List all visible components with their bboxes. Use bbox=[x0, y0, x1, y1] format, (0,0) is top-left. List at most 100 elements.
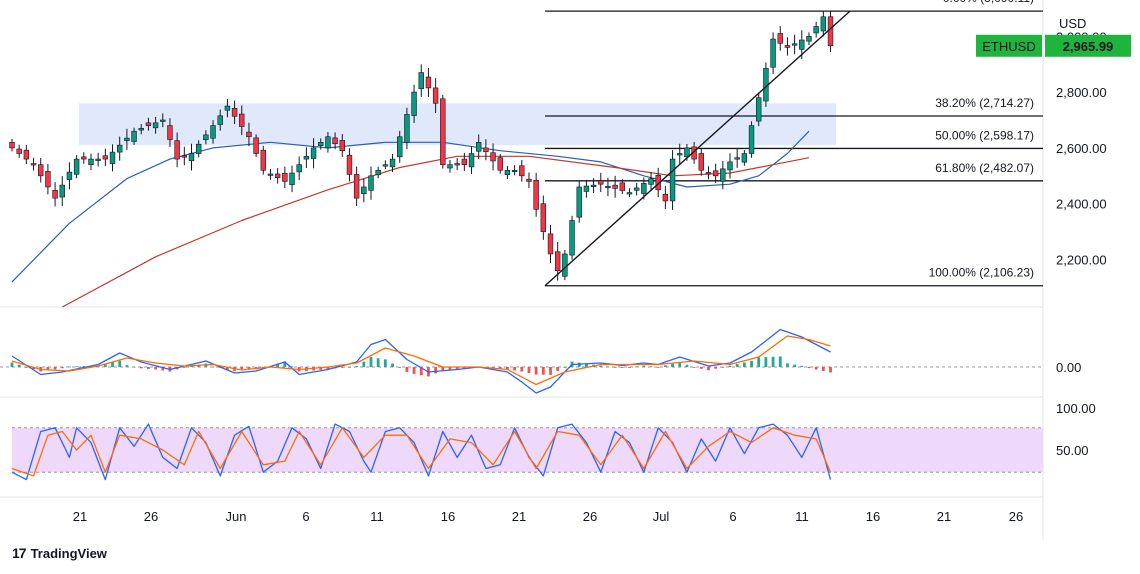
date-axis-tick: 11 bbox=[795, 509, 809, 524]
candle bbox=[756, 92, 762, 127]
candle-body bbox=[562, 253, 568, 277]
candle-body bbox=[612, 184, 618, 189]
macd-histogram-bar bbox=[821, 367, 825, 371]
macd-histogram-bar bbox=[506, 367, 509, 370]
candle bbox=[368, 166, 374, 200]
candle bbox=[160, 113, 166, 128]
macd-histogram-bar bbox=[376, 358, 380, 367]
macd-histogram-bar bbox=[283, 361, 287, 367]
stochastic-axis-tick: 100.00 bbox=[1056, 401, 1096, 416]
macd-histogram-bar bbox=[32, 367, 35, 370]
candle-body bbox=[813, 26, 819, 34]
macd-histogram-bar bbox=[656, 367, 660, 368]
macd-histogram-bar bbox=[398, 367, 402, 368]
candle-body bbox=[210, 125, 216, 139]
candle bbox=[576, 181, 582, 223]
candle-body bbox=[605, 185, 611, 189]
fib-level-label: 50.00% (2,598.17) bbox=[935, 128, 1034, 142]
candle bbox=[806, 32, 812, 46]
candle-body bbox=[188, 153, 195, 162]
macd-histogram-bar bbox=[103, 364, 107, 367]
candle bbox=[605, 177, 611, 197]
macd-histogram-bar bbox=[534, 367, 538, 375]
candle bbox=[145, 117, 152, 131]
price-chart[interactable]: 0.00% (3,090.11) 38.20% (2,714.27) 50.00% … bbox=[0, 0, 1140, 540]
candle bbox=[375, 166, 381, 179]
candle bbox=[562, 250, 568, 281]
macd-histogram-bar bbox=[75, 366, 79, 368]
candle bbox=[23, 145, 30, 165]
candle bbox=[131, 127, 137, 146]
candle bbox=[88, 153, 94, 171]
candle-body bbox=[45, 171, 51, 188]
candle bbox=[734, 148, 740, 168]
date-axis-tick: 11 bbox=[370, 509, 384, 524]
macd-histogram-bar bbox=[448, 367, 452, 370]
candle-body bbox=[511, 169, 518, 173]
macd-histogram-bar bbox=[154, 367, 157, 370]
candle bbox=[217, 109, 223, 131]
candle bbox=[274, 168, 281, 184]
candle bbox=[648, 171, 654, 192]
candle bbox=[827, 10, 834, 53]
candle-body bbox=[375, 169, 381, 176]
candle-body bbox=[504, 169, 511, 176]
macd-histogram-bar bbox=[211, 366, 215, 368]
candle-body bbox=[117, 144, 123, 153]
symbol-label: ETHUSD bbox=[982, 39, 1035, 54]
candle bbox=[662, 186, 669, 210]
macd-histogram-bar bbox=[728, 365, 732, 367]
macd-histogram-bar bbox=[786, 363, 789, 367]
candle-body bbox=[454, 163, 460, 166]
date-axis-tick: 21 bbox=[937, 509, 951, 524]
candle-body bbox=[353, 174, 360, 199]
candle-body bbox=[73, 158, 80, 175]
candle bbox=[770, 32, 776, 74]
candle-body bbox=[619, 182, 626, 191]
trend-line bbox=[544, 10, 851, 287]
candle bbox=[698, 148, 704, 176]
candle-body bbox=[425, 76, 432, 89]
candle-body bbox=[274, 173, 281, 178]
symbol-badge[interactable] bbox=[976, 34, 1042, 57]
candle bbox=[497, 154, 503, 174]
tradingview-brand[interactable]: 17 TradingView bbox=[12, 545, 107, 561]
candle bbox=[16, 144, 22, 158]
candle bbox=[181, 146, 188, 166]
macd-histogram-bar bbox=[757, 357, 761, 367]
candle bbox=[389, 154, 396, 172]
candle bbox=[813, 21, 819, 38]
candle-body bbox=[181, 155, 188, 158]
macd-histogram-bar bbox=[182, 367, 186, 368]
candle bbox=[741, 149, 748, 166]
candle bbox=[318, 138, 324, 150]
candle-body bbox=[468, 153, 475, 168]
candle bbox=[59, 176, 65, 207]
candle-body bbox=[720, 168, 726, 182]
tradingview-logo-icon: 17 bbox=[12, 545, 27, 561]
candle-body bbox=[23, 149, 30, 160]
candle bbox=[203, 130, 209, 145]
macd-histogram-bar bbox=[226, 367, 229, 370]
date-axis-tick: 21 bbox=[512, 509, 526, 524]
macd-histogram-bar bbox=[455, 367, 459, 370]
candle bbox=[303, 147, 310, 169]
macd-line bbox=[11, 328, 831, 394]
macd-histogram-bar bbox=[247, 367, 251, 370]
candle-body bbox=[784, 45, 791, 48]
candle-body bbox=[641, 182, 647, 194]
macd-histogram-bar bbox=[10, 362, 14, 367]
candle bbox=[52, 182, 58, 207]
candle-body bbox=[224, 105, 231, 111]
candle-body bbox=[303, 155, 310, 160]
candle bbox=[260, 145, 266, 175]
macd-histogram-bar bbox=[276, 363, 280, 367]
candle bbox=[626, 188, 633, 198]
candle bbox=[30, 157, 37, 171]
last-price-label: 2,965.99 bbox=[1063, 39, 1114, 54]
macd-histogram-bar bbox=[362, 361, 366, 367]
candle bbox=[669, 150, 676, 210]
price-axis-tick: 2,600.00 bbox=[1056, 141, 1107, 156]
candle bbox=[475, 134, 482, 160]
candle bbox=[447, 159, 453, 173]
